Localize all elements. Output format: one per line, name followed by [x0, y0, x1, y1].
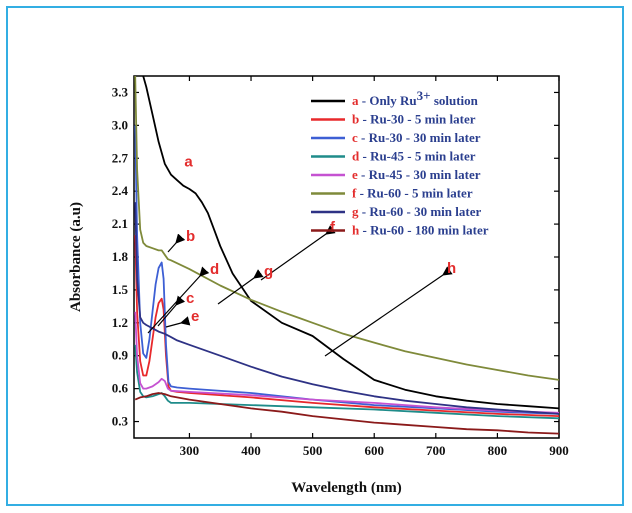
annotation-label-h: h — [447, 260, 456, 277]
legend-entry-f: f - Ru-60 - 5 min later — [352, 186, 473, 201]
annotation-arrow-d — [147, 266, 210, 334]
annotation-arrow-f — [260, 225, 336, 281]
annotation-label-e: e — [191, 308, 199, 325]
legend-entry-e: e - Ru-45 - 30 min later — [352, 167, 481, 182]
x-tick-label: 400 — [241, 443, 261, 458]
series-line-h — [134, 392, 559, 435]
annotation-arrow-c — [157, 295, 186, 327]
annotation-arrow-h — [324, 266, 453, 357]
legend-entry-d: d - Ru-45 - 5 min later — [352, 149, 476, 164]
y-tick-label: 0.3 — [112, 414, 129, 429]
y-axis-label: Absorbance (a.u) — [68, 202, 84, 312]
annotation-layer: a b cd e f g h — [147, 154, 456, 357]
annotation-label-f: f — [330, 219, 336, 236]
legend-entry-g: g - Ru-60 - 30 min later — [352, 204, 481, 219]
x-tick-label: 800 — [488, 443, 508, 458]
x-tick-label: 500 — [303, 443, 323, 458]
annotation-label-a: a — [184, 154, 193, 171]
legend-entry-b: b - Ru-30 - 5 min later — [352, 112, 476, 127]
series-line-c — [134, 125, 559, 415]
x-tick-label: 700 — [426, 443, 446, 458]
annotation-label-d: d — [210, 261, 219, 278]
series-line-a — [142, 76, 559, 410]
y-tick-label: 2.7 — [112, 150, 129, 165]
annotation-arrow-b — [167, 233, 186, 253]
series-line-f — [134, 76, 559, 381]
y-tick-label: 2.1 — [112, 216, 128, 231]
y-tick-label: 1.8 — [112, 249, 129, 264]
plot-area — [133, 75, 560, 439]
annotation-label-b: b — [186, 228, 195, 245]
y-tick-label: 3.3 — [112, 84, 129, 99]
annotation-arrow-e — [165, 316, 191, 328]
series-line-g — [134, 202, 559, 415]
x-tick-label: 300 — [180, 443, 200, 458]
absorbance-chart: 0.3 0.6 0.9 1.2 1.5 1.8 2.1 2.4 2.7 3.0 3.3 300 400… — [68, 75, 569, 496]
y-axis: 0.3 0.6 0.9 1.2 1.5 1.8 2.1 2.4 2.7 3.0 3.3 — [112, 84, 559, 429]
y-tick-label: 1.2 — [112, 315, 128, 330]
y-tick-label: 3.0 — [112, 117, 128, 132]
x-axis-label: Wavelength (nm) — [291, 480, 401, 496]
legend-entry-a: a - Only Ru3+ solution — [352, 88, 479, 108]
x-tick-label: 900 — [549, 443, 569, 458]
legend: a - Only Ru3+ solution b - Ru-30 - 5 min … — [311, 88, 489, 238]
annotation-arrow-g — [217, 269, 264, 305]
x-axis: 300 400 500 600 700 800 900 — [180, 76, 569, 458]
series-line-d — [134, 344, 559, 420]
legend-entry-c: c - Ru-30 - 30 min later — [352, 130, 481, 145]
annotation-label-c: c — [186, 290, 194, 307]
series-layer — [134, 76, 559, 435]
series-line-e — [134, 311, 559, 414]
y-tick-label: 1.5 — [112, 282, 129, 297]
annotation-label-g: g — [264, 263, 273, 280]
y-tick-label: 0.9 — [112, 348, 129, 363]
y-tick-label: 2.4 — [112, 183, 129, 198]
figure-frame: 0.3 0.6 0.9 1.2 1.5 1.8 2.1 2.4 2.7 3.0 3.3 300 400… — [6, 6, 624, 506]
x-tick-label: 600 — [364, 443, 384, 458]
y-tick-label: 0.6 — [112, 381, 129, 396]
legend-entry-h: h - Ru-60 - 180 min later — [352, 223, 489, 238]
